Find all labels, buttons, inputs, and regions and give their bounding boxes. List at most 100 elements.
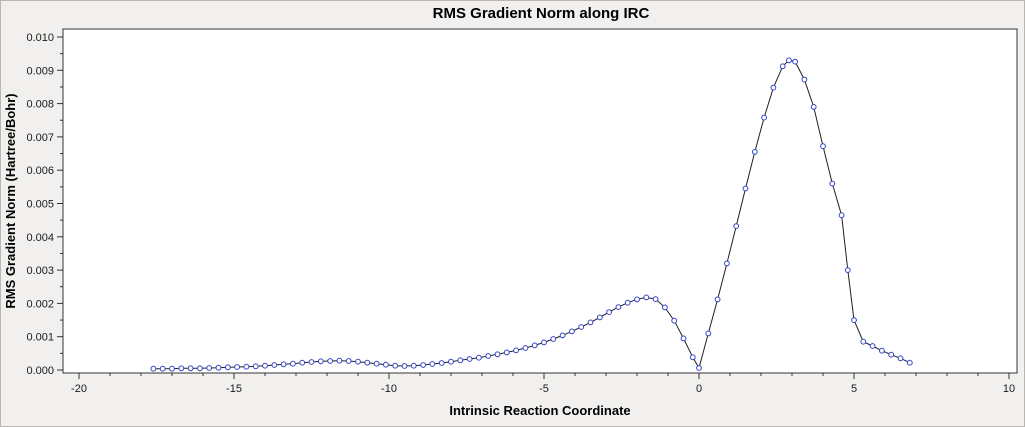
- data-point-marker: [457, 357, 464, 364]
- data-point-marker: [578, 324, 585, 330]
- x-tick-label: -10: [381, 383, 397, 395]
- y-tick-label: 0.004: [26, 232, 54, 244]
- data-point-marker: [299, 359, 306, 366]
- data-point-marker: [364, 359, 371, 366]
- y-tick-label: 0.006: [26, 165, 54, 177]
- data-point-marker: [345, 358, 352, 364]
- data-point-marker: [810, 104, 817, 110]
- data-point-marker: [290, 360, 296, 367]
- x-tick-label: 5: [851, 383, 857, 395]
- data-point-marker: [159, 365, 166, 372]
- data-point-marker: [624, 299, 631, 306]
- data-point-marker: [844, 267, 851, 274]
- data-point-marker: [355, 358, 361, 365]
- y-tick-label: 0.005: [26, 199, 54, 211]
- data-point-marker: [308, 359, 315, 365]
- y-axis-label: RMS Gradient Norm (Hartree/Bohr): [3, 93, 18, 308]
- data-point-marker: [724, 260, 730, 267]
- data-point-marker: [596, 314, 603, 321]
- y-tick-label: 0.002: [26, 298, 54, 310]
- data-point-marker: [392, 362, 399, 369]
- data-point-marker: [448, 358, 454, 365]
- y-tick-label: 0.001: [26, 332, 54, 344]
- data-point-marker: [829, 180, 836, 187]
- data-point-marker: [606, 309, 612, 316]
- series-markers-group: [150, 57, 913, 372]
- data-point-marker: [860, 338, 867, 345]
- data-point-marker: [224, 364, 231, 371]
- data-point-marker: [733, 223, 740, 230]
- data-point-marker: [689, 354, 696, 361]
- x-tick-label: 0: [696, 383, 702, 395]
- tick-labels-group: -20 -15 -10 -5 0 5 10 0.000 0.001 0.002 0.003 0.004…: [26, 32, 1015, 395]
- data-point-marker: [420, 362, 427, 368]
- data-point-marker: [485, 353, 492, 359]
- data-point-marker: [178, 365, 185, 372]
- data-point-marker: [197, 365, 203, 372]
- x-tick-label: -20: [71, 383, 87, 395]
- data-point-marker: [786, 57, 792, 64]
- data-point-marker: [779, 63, 786, 70]
- data-point-marker: [522, 345, 529, 351]
- data-point-marker: [897, 355, 904, 362]
- axis-ticks-group: [57, 36, 1010, 379]
- data-point-marker: [742, 185, 749, 192]
- data-point-marker: [879, 347, 885, 354]
- data-point-marker: [801, 76, 808, 83]
- data-point-marker: [761, 114, 767, 121]
- plot-area: [62, 28, 1018, 374]
- data-point-marker: [401, 363, 408, 369]
- data-point-marker: [559, 332, 566, 339]
- y-tick-label: 0.010: [26, 32, 54, 44]
- data-point-marker: [466, 356, 473, 362]
- data-point-marker: [169, 365, 175, 372]
- data-point-marker: [662, 304, 668, 311]
- data-point-marker: [252, 363, 259, 370]
- data-point-marker: [705, 330, 712, 337]
- data-point-marker: [869, 343, 876, 349]
- data-point-marker: [696, 365, 702, 371]
- x-tick-label: -5: [539, 383, 549, 395]
- chart-title: RMS Gradient Norm along IRC: [433, 5, 650, 22]
- data-point-marker: [680, 335, 687, 342]
- x-tick-label: 10: [1003, 383, 1015, 395]
- data-point-marker: [373, 360, 380, 367]
- plot-area-group: [62, 28, 1018, 374]
- data-point-marker: [215, 364, 222, 371]
- data-point-marker: [513, 347, 519, 354]
- data-point-marker: [634, 296, 640, 303]
- data-point-marker: [503, 349, 510, 356]
- y-tick-label: 0.007: [26, 132, 54, 144]
- data-point-marker: [615, 304, 622, 311]
- data-point-marker: [280, 361, 287, 368]
- data-point-marker: [327, 358, 334, 364]
- data-point-marker: [494, 351, 501, 358]
- data-point-marker: [438, 360, 445, 366]
- data-point-marker: [476, 354, 482, 361]
- data-point-marker: [838, 212, 845, 219]
- data-point-marker: [851, 317, 857, 324]
- data-point-marker: [234, 364, 241, 370]
- data-point-marker: [187, 365, 194, 372]
- data-point-marker: [317, 358, 324, 365]
- y-tick-label: 0.000: [26, 365, 54, 377]
- data-point-marker: [271, 362, 278, 368]
- data-point-marker: [541, 339, 547, 346]
- data-point-marker: [531, 342, 538, 349]
- data-point-marker: [888, 351, 895, 358]
- data-point-marker: [206, 365, 213, 371]
- data-point-marker: [150, 365, 157, 372]
- data-point-marker: [671, 317, 678, 324]
- data-point-marker: [262, 362, 268, 369]
- data-point-marker: [243, 363, 250, 370]
- data-point-marker: [383, 361, 389, 368]
- data-point-marker: [792, 58, 798, 65]
- x-tick-label: -15: [226, 383, 242, 395]
- data-point-marker: [820, 143, 826, 150]
- data-point-marker: [336, 357, 343, 364]
- x-axis-label: Intrinsic Reaction Coordinate: [449, 403, 630, 418]
- data-point-marker: [429, 361, 436, 367]
- data-point-marker: [643, 294, 650, 301]
